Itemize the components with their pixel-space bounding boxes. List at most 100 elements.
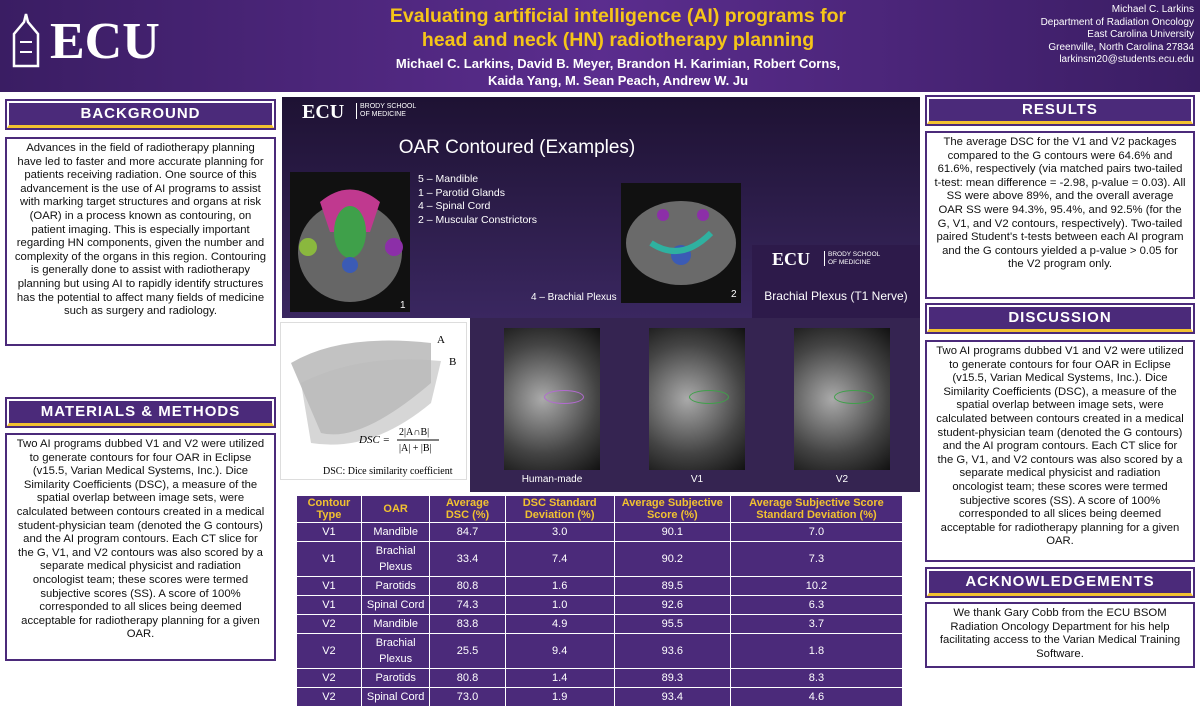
table-row: V2 Spinal Cord 73.0 1.9 93.4 4.6 <box>296 687 904 707</box>
table-cell: V1 <box>296 522 362 542</box>
slide-title: Brachial Plexus (T1 Nerve) <box>764 289 908 303</box>
section-heading: DISCUSSION <box>925 303 1195 334</box>
column-header: DSC Standard Deviation (%) <box>504 495 615 523</box>
table-cell: Mandible <box>360 614 431 634</box>
slide: ECU BRODY SCHOOL OF MEDICINE OAR Contoure… <box>282 97 920 318</box>
table-cell: V2 <box>296 687 362 707</box>
formula: DSC = <box>358 434 390 446</box>
table-cell: 33.4 <box>429 541 506 577</box>
table-cell: 74.3 <box>429 595 506 615</box>
table-cell: 93.6 <box>613 633 731 669</box>
slide-logo: ECU <box>302 101 345 123</box>
table-row: V1 Parotids 80.8 1.6 89.5 10.2 <box>296 576 904 596</box>
table-cell: 1.9 <box>504 687 615 707</box>
section-text: We thank Gary Cobb from the ECU BSOM Rad… <box>925 602 1195 668</box>
slide-legend: 5 – Mandible 1 – Parotid Glands 4 – Spinal… <box>418 173 537 227</box>
section-heading: BACKGROUND <box>5 99 276 130</box>
school-line: OF MEDICINE <box>360 111 406 118</box>
table-cell: Mandible <box>360 522 431 542</box>
column-header: Average DSC (%) <box>429 495 506 523</box>
ct-label: V1 <box>690 474 704 485</box>
table-cell: 10.2 <box>729 576 904 596</box>
table-cell: 7.4 <box>504 541 615 577</box>
table-cell: 1.4 <box>504 668 615 688</box>
contact-line: Michael C. Larkins <box>1111 4 1194 15</box>
table-cell: V1 <box>296 541 362 577</box>
table-cell: 84.7 <box>429 522 506 542</box>
table-cell: V1 <box>296 595 362 615</box>
results-table: Contour Type OAR Average DSC (%) DSC Standa… <box>296 495 904 707</box>
contact-line: larkinsm20@students.ecu.edu <box>1059 54 1194 65</box>
column-header: Average Subjective Score Standard Deviat… <box>729 495 904 523</box>
legend-item: 2 – Muscular Constrictors <box>418 213 538 226</box>
formula: 2|A∩B| <box>399 427 429 438</box>
school-line: OF MEDICINE <box>828 258 871 266</box>
section-text: Two AI programs dubbed V1 and V2 were ut… <box>5 433 276 661</box>
logo: ECU <box>50 13 160 70</box>
column-header: OAR <box>360 495 431 523</box>
table-cell: 90.2 <box>613 541 731 577</box>
section-heading: RESULTS <box>925 95 1195 126</box>
ct-image: 2 <box>621 183 741 303</box>
ct-image <box>504 328 600 470</box>
table-cell: 8.3 <box>729 668 904 688</box>
table-cell: Brachial Plexus <box>360 633 431 669</box>
table-cell: V2 <box>296 614 362 634</box>
slide-school: BRODY SCHOOL OF MEDICINE <box>356 103 416 119</box>
table-cell: 4.6 <box>729 687 904 707</box>
header: ECU Evaluating artificial intelligence (… <box>0 0 1200 92</box>
table-cell: 1.0 <box>504 595 615 615</box>
table-cell: 4.9 <box>504 614 615 634</box>
table-row: V1 Brachial Plexus 33.4 7.4 90.2 7.3 <box>296 541 904 577</box>
table-cell: Parotids <box>360 668 431 688</box>
panel-number: 2 <box>731 289 737 300</box>
slide-logo: ECU <box>772 249 811 269</box>
table-cell: Brachial Plexus <box>360 541 431 577</box>
table-cell: V2 <box>296 633 362 669</box>
table-cell: Spinal Cord <box>360 595 431 615</box>
contact-line: East Carolina University <box>1087 29 1194 40</box>
contour <box>689 390 729 404</box>
column-header: Average Subjective Score (%) <box>613 495 731 523</box>
ct-image <box>794 328 890 470</box>
table-row: V2 Parotids 80.8 1.4 89.3 8.3 <box>296 668 904 688</box>
table-cell: 25.5 <box>429 633 506 669</box>
table-row: V2 Mandible 83.8 4.9 95.5 3.7 <box>296 614 904 634</box>
table-cell: 95.5 <box>613 614 731 634</box>
section-text: Two AI programs dubbed V1 and V2 were ut… <box>925 340 1195 562</box>
table-cell: 3.0 <box>504 522 615 542</box>
formula: |A| + |B| <box>399 443 432 454</box>
table-cell: 3.7 <box>729 614 904 634</box>
ct-label: V2 <box>835 474 849 485</box>
ct-label: Human-made <box>521 474 583 485</box>
table-row: V1 Mandible 84.7 3.0 90.1 7.0 <box>296 522 904 542</box>
contour <box>544 390 584 404</box>
section-text: Advances in the field of radiotherapy pl… <box>5 137 276 346</box>
school-line: BRODY SCHOOL <box>828 251 881 258</box>
caption: DSC: Dice similarity coefficient <box>323 466 453 477</box>
table-cell: Parotids <box>360 576 431 596</box>
slide-school: BRODY SCHOOL OF MEDICINE <box>824 251 880 266</box>
table-cell: 90.1 <box>613 522 731 542</box>
table-cell: 1.6 <box>504 576 615 596</box>
table-cell: 93.4 <box>613 687 731 707</box>
table-cell: 89.5 <box>613 576 731 596</box>
set-label: B <box>449 356 456 368</box>
legend-item: 1 – Parotid Glands <box>418 186 505 199</box>
legend-item: 4 – Spinal Cord <box>418 200 491 212</box>
table-body: V1 Mandible 84.7 3.0 90.1 7.0 V1 Brachial Plexu… <box>296 522 904 707</box>
authors: Michael C. Larkins, David B. Meyer, Bran… <box>300 55 936 89</box>
table: Contour Type OAR Average DSC (%) DSC Standa… <box>296 495 904 707</box>
contact-line: Greenville, North Carolina 27834 <box>1048 41 1194 53</box>
ct-panel: Human-made V1 V2 <box>470 318 920 492</box>
table-cell: V1 <box>296 576 362 596</box>
table-row: V2 Brachial Plexus 25.5 9.4 93.6 1.8 <box>296 633 904 669</box>
header-row: Contour Type OAR Average DSC (%) DSC Standa… <box>296 495 904 523</box>
ct-image: 1 <box>290 172 410 312</box>
slide: ECU BRODY SCHOOL OF MEDICINE Brachial Ple… <box>752 245 920 318</box>
cupola-icon <box>12 13 40 68</box>
table-cell: 7.0 <box>729 522 904 542</box>
section-heading: ACKNOWLEDGEMENTS <box>925 567 1195 598</box>
table-cell: 9.4 <box>504 633 615 669</box>
